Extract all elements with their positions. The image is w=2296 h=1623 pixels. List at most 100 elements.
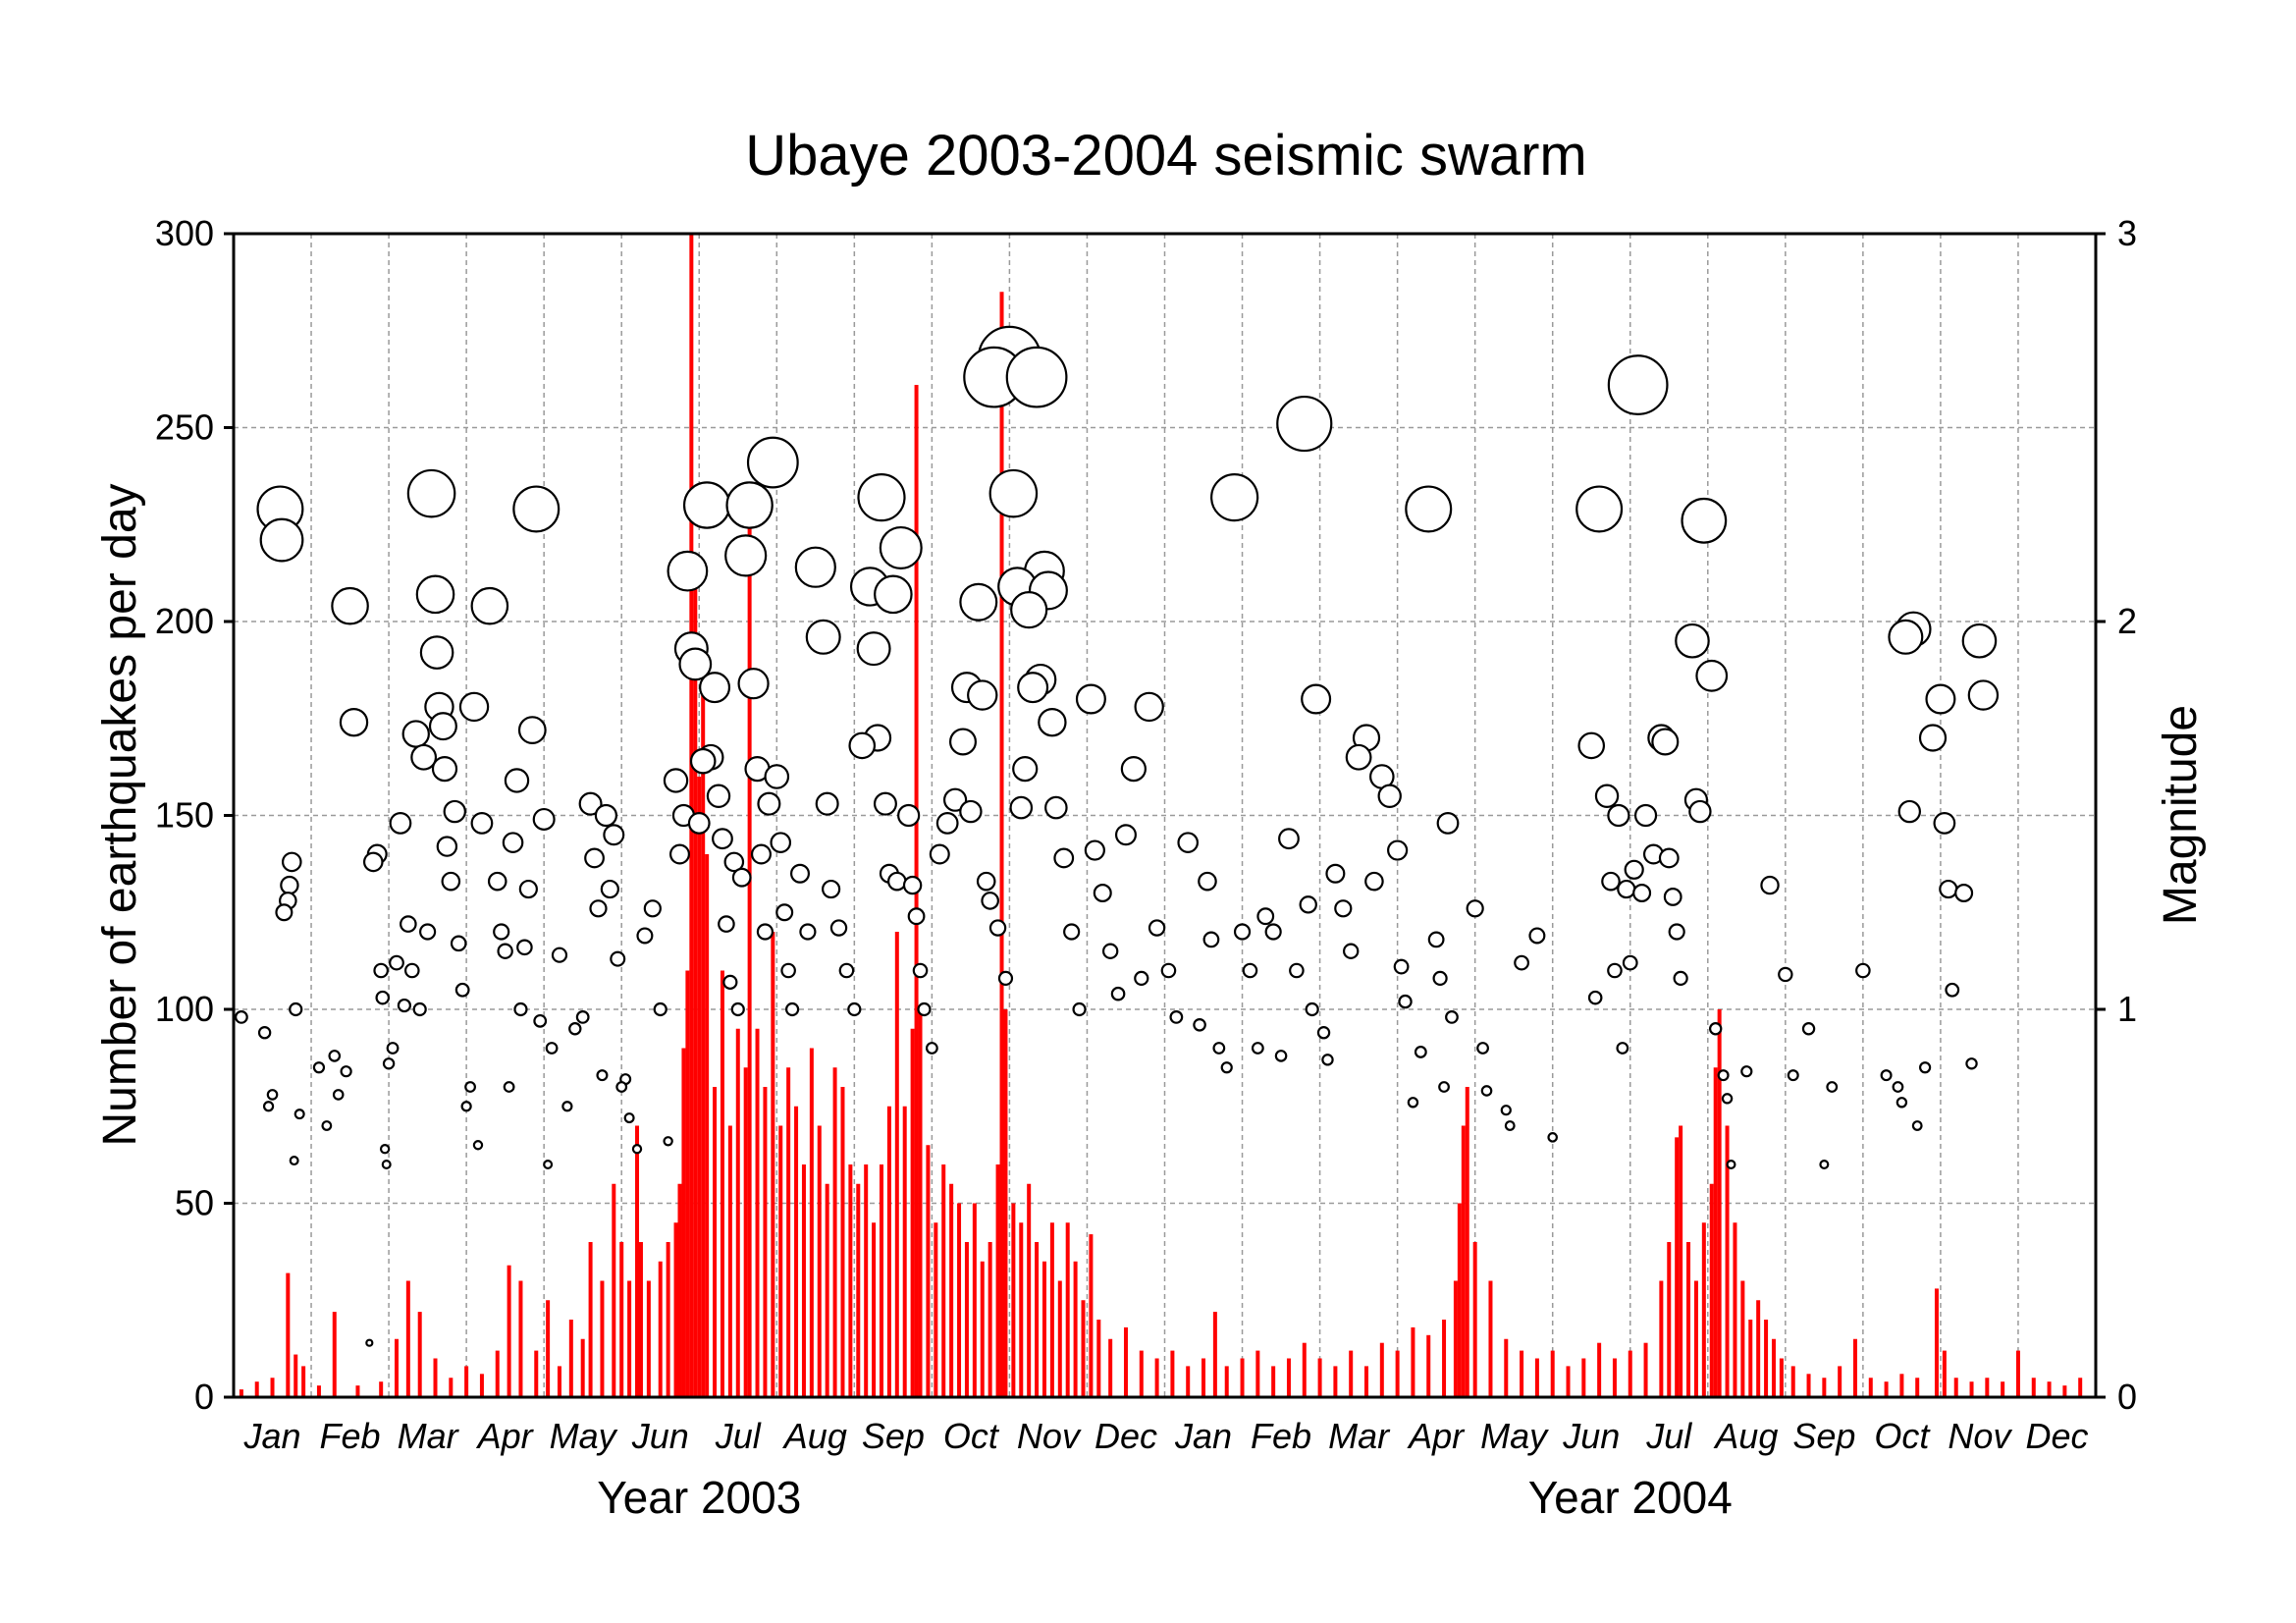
magnitude-marker — [1708, 1022, 1723, 1036]
bar — [1748, 1320, 1753, 1397]
magnitude-marker — [687, 812, 711, 835]
bar — [825, 1183, 829, 1397]
bar — [1771, 1338, 1776, 1397]
bar — [1186, 1366, 1191, 1397]
left-y-axis: 0 50 100 150 200 250 300 — [155, 213, 234, 1417]
bar — [697, 777, 702, 1397]
chart-title: Ubaye 2003-2004 seismic swarm — [745, 124, 1586, 188]
magnitude-marker — [775, 903, 794, 922]
bar — [495, 1350, 500, 1397]
magnitude-marker — [294, 1109, 305, 1120]
magnitude-marker — [959, 582, 998, 622]
magnitude-marker — [289, 1156, 299, 1166]
bar — [464, 1366, 469, 1397]
magnitude-marker — [1688, 799, 1712, 824]
bar — [1003, 1009, 1008, 1397]
magnitude-marker — [381, 1159, 392, 1169]
magnitude-marker — [389, 812, 412, 835]
magnitude-marker — [1436, 812, 1460, 835]
magnitude-marker — [1466, 899, 1484, 918]
month-label: Oct — [943, 1416, 1000, 1456]
magnitude-marker — [794, 546, 836, 588]
month-label: May — [550, 1416, 618, 1456]
magnitude-marker — [902, 875, 923, 895]
bar — [995, 1164, 1000, 1397]
magnitude-marker — [1012, 755, 1039, 783]
magnitude-marker — [737, 668, 770, 700]
magnitude-marker — [1575, 485, 1624, 533]
bar — [1581, 1358, 1586, 1397]
magnitude-marker — [1695, 659, 1729, 692]
magnitude-marker — [379, 1143, 391, 1155]
magnitude-marker — [848, 731, 877, 760]
bar — [1096, 1320, 1101, 1397]
left-tick-label: 0 — [194, 1377, 214, 1417]
magnitude-marker — [415, 574, 455, 615]
magnitude-marker — [1594, 784, 1620, 808]
magnitude-marker — [1965, 1057, 1978, 1070]
magnitude-marker — [1220, 1061, 1233, 1074]
magnitude-marker — [731, 867, 752, 888]
magnitude-marker — [678, 647, 713, 681]
bar — [1659, 1280, 1664, 1397]
bar — [1969, 1381, 1974, 1397]
magnitude-marker — [262, 1101, 275, 1112]
bar — [433, 1358, 438, 1397]
magnitude-marker — [1918, 724, 1948, 752]
bar — [801, 1164, 806, 1397]
magnitude-marker — [857, 473, 906, 522]
month-label: Dec — [1095, 1416, 1157, 1456]
bar — [794, 1106, 799, 1397]
magnitude-marker — [1010, 591, 1048, 629]
magnitude-marker — [589, 899, 608, 918]
magnitude-marker — [756, 923, 774, 941]
magnitude-marker — [412, 1001, 427, 1017]
bar — [763, 1087, 768, 1397]
bar — [301, 1366, 306, 1397]
bar — [832, 1067, 837, 1397]
magnitude-marker — [340, 1065, 352, 1078]
magnitude-marker — [280, 875, 299, 895]
magnitude-marker — [917, 1001, 932, 1017]
magnitude-marker — [386, 1042, 400, 1055]
bar — [239, 1389, 243, 1397]
magnitude-marker — [1616, 1042, 1629, 1055]
bar — [1686, 1242, 1691, 1397]
magnitude-marker — [594, 803, 618, 828]
bar — [600, 1280, 605, 1397]
bar — [840, 1087, 845, 1397]
bar — [1779, 1358, 1784, 1397]
month-label: Mar — [398, 1416, 460, 1456]
magnitude-marker — [907, 907, 926, 926]
bar — [1733, 1222, 1737, 1397]
magnitude-marker — [718, 915, 735, 933]
magnitude-marker — [976, 871, 996, 892]
bar — [1756, 1300, 1761, 1397]
magnitude-marker — [436, 836, 458, 857]
magnitude-marker — [1911, 1120, 1923, 1131]
bar — [2031, 1378, 2036, 1397]
magnitude-marker — [1299, 895, 1317, 914]
magnitude-marker — [1432, 970, 1448, 987]
magnitude-marker — [339, 708, 369, 737]
bar — [1884, 1381, 1889, 1397]
magnitude-marker — [815, 791, 839, 816]
magnitude-marker — [561, 1101, 573, 1112]
magnitude-marker — [458, 691, 490, 723]
magnitude-marker — [584, 847, 605, 869]
magnitude-marker — [332, 1089, 345, 1101]
magnitude-marker — [389, 954, 404, 971]
magnitude-marker — [1134, 691, 1164, 723]
bar — [1349, 1350, 1354, 1397]
magnitude-marker — [799, 923, 817, 941]
magnitude-marker — [443, 799, 466, 824]
magnitude-marker — [454, 982, 470, 998]
bar — [449, 1378, 454, 1397]
magnitude-marker — [912, 962, 929, 979]
bar — [934, 1222, 938, 1397]
bar — [294, 1354, 298, 1397]
bar — [964, 1242, 969, 1397]
magnitude-marker — [533, 1013, 548, 1028]
magnitude-marker — [663, 768, 689, 793]
magnitude-marker — [596, 1069, 609, 1082]
